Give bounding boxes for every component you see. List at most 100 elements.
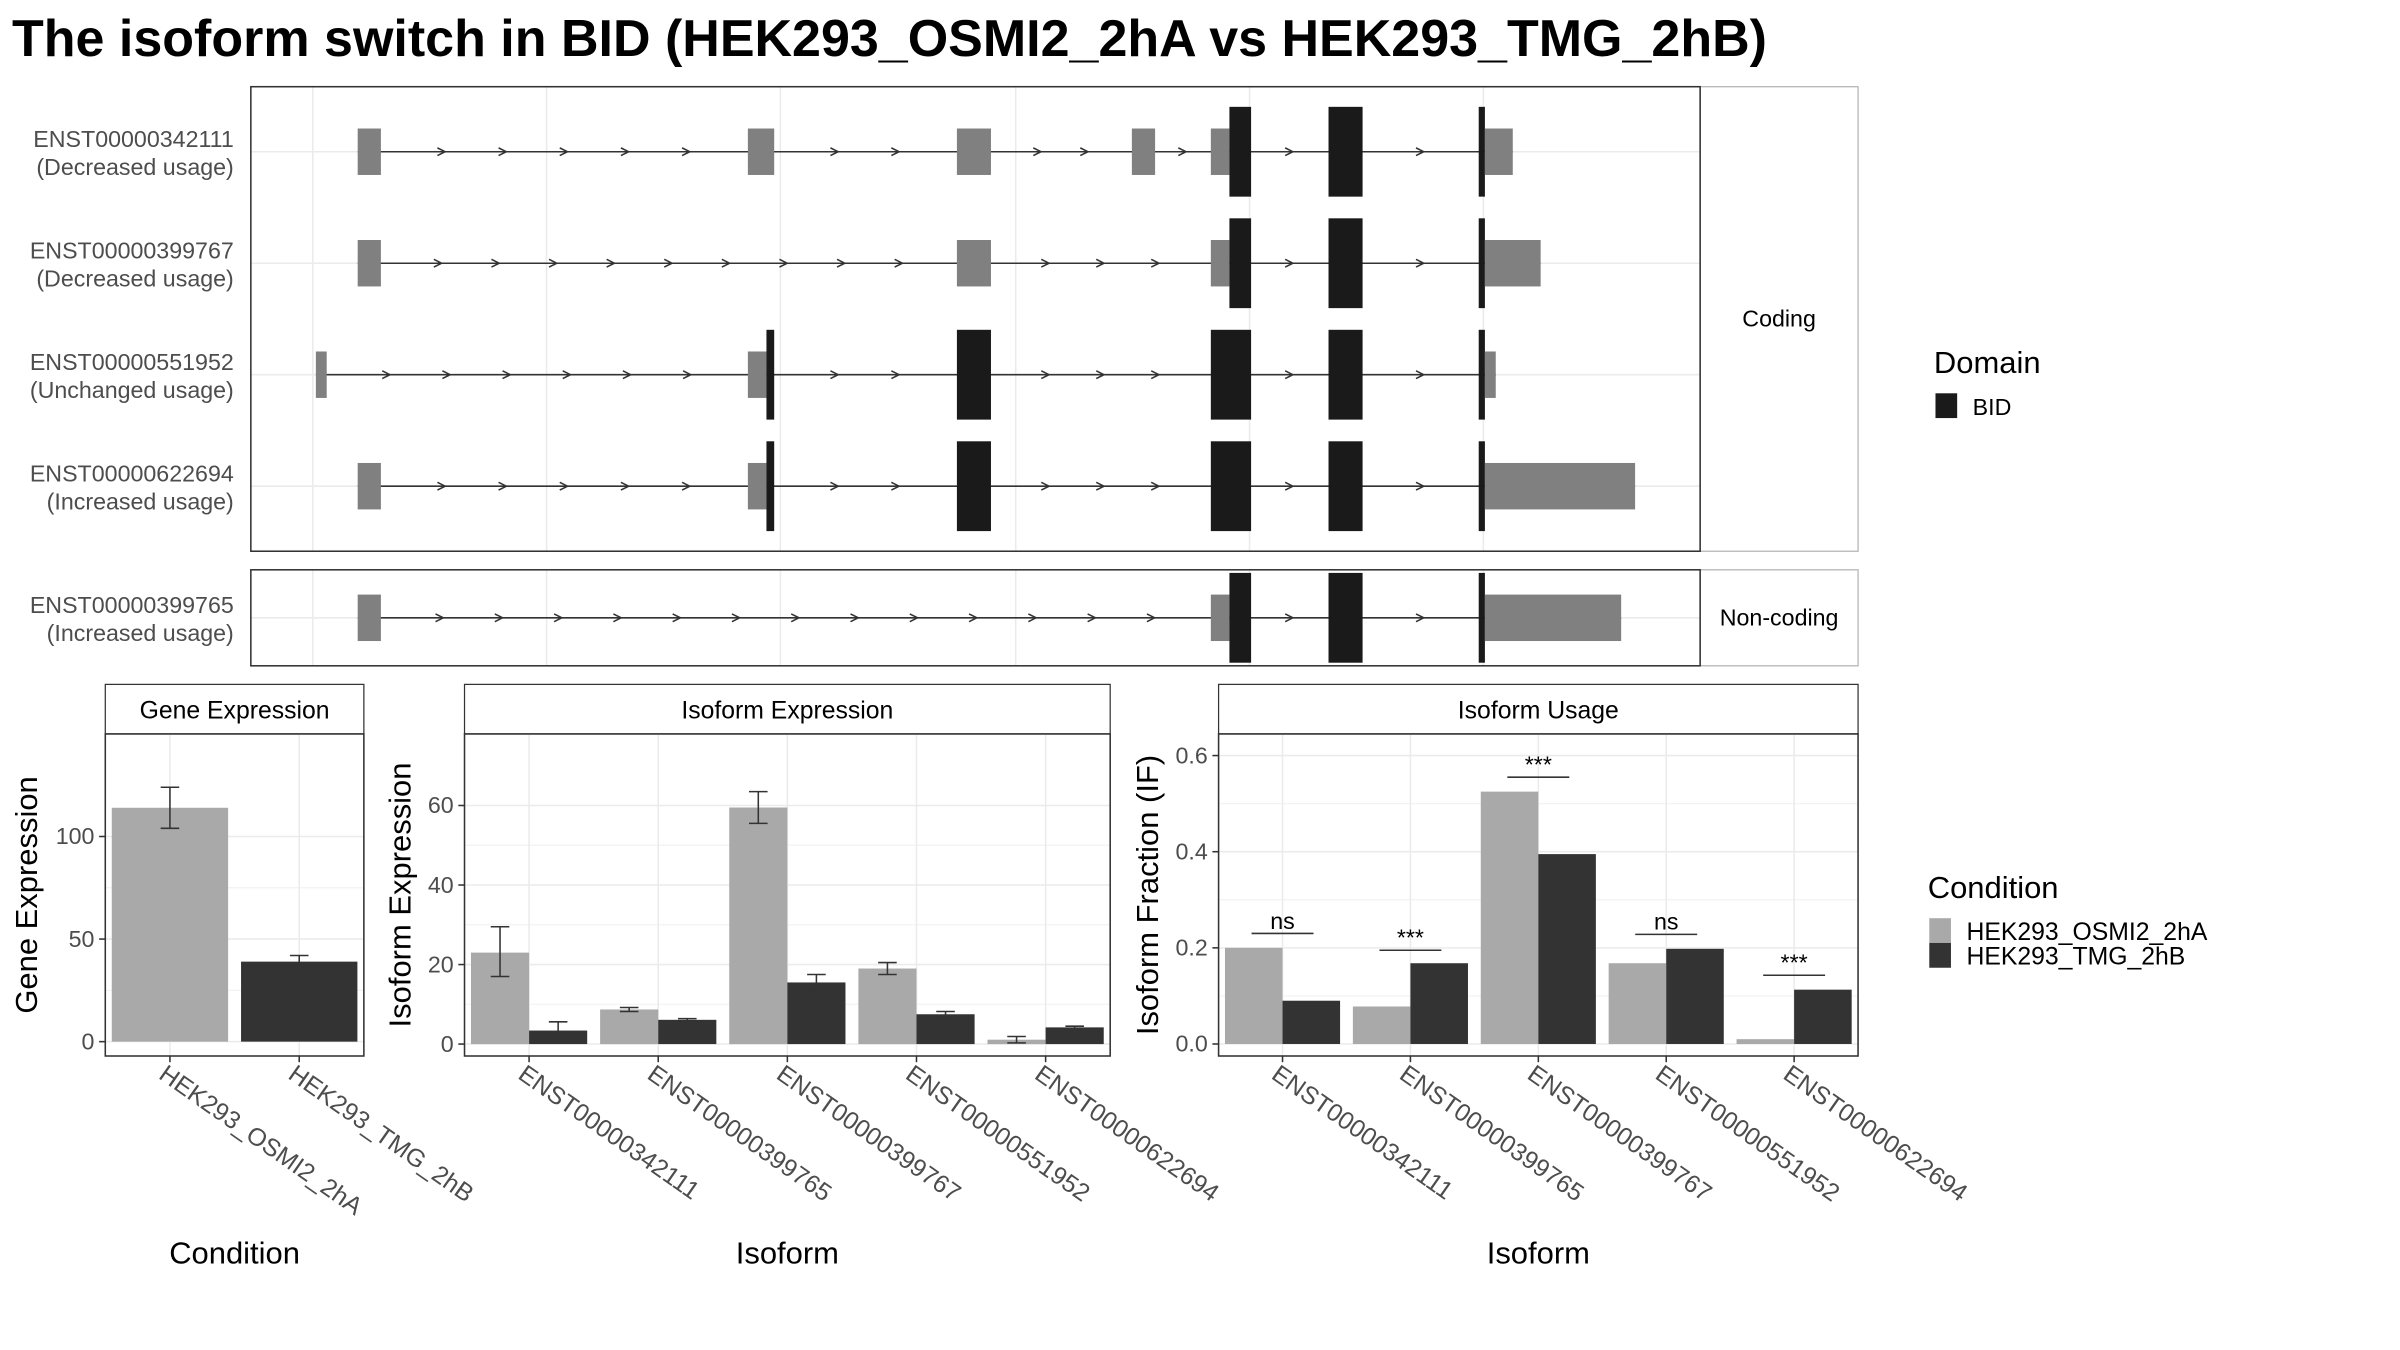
transcript-structure-plot: CodingNon-codingENST00000342111(Decrease… [30, 85, 1859, 667]
facet-strip [1699, 569, 1859, 667]
significance-label: ns [1654, 909, 1679, 935]
exon-domain [1328, 218, 1363, 309]
facet-label: Coding [1742, 306, 1816, 332]
intron-arrow [830, 370, 840, 380]
y-tick-label: 0.0 [1175, 1031, 1207, 1057]
exon-utr [1484, 240, 1541, 287]
intron-arrow [681, 481, 692, 491]
intron-arrow [1284, 258, 1295, 268]
bar [1794, 989, 1852, 1044]
structure-group: CodingNon-codingENST00000342111(Decrease… [30, 85, 1859, 667]
intron-arrow [498, 147, 509, 157]
intron-arrow [1415, 613, 1426, 623]
bar [1410, 963, 1468, 1044]
transcript-usage-label: (Decreased usage) [36, 154, 233, 180]
condition-legend-label: HEK293_TMG_2hB [1966, 944, 2185, 971]
intron-arrow [1284, 147, 1295, 157]
intron-arrow [559, 481, 570, 491]
exon-domain [956, 441, 991, 532]
intron-arrow [968, 613, 979, 623]
condition-legend-label: HEK293_OSMI2_2hA [1966, 919, 2207, 946]
bar [111, 807, 229, 1042]
intron-arrow [682, 370, 693, 380]
intron-arrow [620, 481, 631, 491]
exon-domain [1328, 572, 1363, 663]
exon-utr [315, 351, 327, 398]
exon-utr [357, 128, 381, 175]
intron-arrow [1284, 481, 1295, 491]
bar [241, 961, 358, 1042]
legends: Domain BID Condition HEK293_OSMI2_2hAHEK293… [1928, 345, 2208, 970]
intron-arrow [1040, 258, 1051, 268]
expression-charts: Gene Expression050100HEK293_OSMI2_2hAHEK… [9, 683, 1972, 1270]
intron-arrow [494, 613, 505, 623]
bar [1736, 1039, 1795, 1044]
intron-arrow [850, 613, 860, 623]
x-axis-title: Condition [169, 1235, 300, 1270]
transcript-id-label: ENST00000399767 [30, 238, 234, 264]
intron-arrow [1079, 147, 1090, 157]
condition-legend-title: Condition [1928, 870, 2059, 905]
intron-arrow [790, 613, 801, 623]
transcript-usage-label: (Increased usage) [47, 620, 234, 646]
intron-arrow [1095, 481, 1106, 491]
panel-strip [463, 683, 1111, 735]
exon-domain [1478, 572, 1485, 663]
intron-arrow [681, 147, 692, 157]
exon-utr [747, 351, 767, 398]
bar [1480, 791, 1539, 1044]
bar [1608, 963, 1667, 1044]
structure-panel-border [250, 85, 1701, 552]
exon-domain [1328, 329, 1363, 420]
exon-domain [1328, 441, 1363, 532]
bar [916, 1014, 975, 1045]
transcript-usage-label: (Decreased usage) [36, 265, 233, 291]
significance-label: *** [1397, 925, 1424, 951]
intron-arrow [1177, 147, 1188, 157]
panel-strip-title: Gene Expression [140, 697, 330, 724]
intron-arrow [891, 147, 901, 157]
intron-arrow [1040, 370, 1051, 380]
exon-utr [1131, 128, 1156, 175]
intron-arrow [830, 147, 840, 157]
exon-utr [747, 128, 775, 175]
y-tick-label: 50 [69, 926, 95, 952]
exon-utr [956, 128, 991, 175]
domain-legend-key [1935, 393, 1958, 419]
bar [1352, 1006, 1411, 1044]
y-axis-title: Gene Expression [9, 776, 44, 1013]
exon-domain [766, 329, 775, 420]
domain-legend-title: Domain [1934, 345, 2041, 380]
condition-legend-key [1929, 942, 1951, 968]
intron-arrow [1150, 258, 1161, 268]
bar [600, 1009, 659, 1045]
bar [1666, 948, 1724, 1044]
exon-utr [1484, 594, 1622, 642]
intron-arrow [1415, 370, 1426, 380]
intron-arrow [491, 258, 501, 268]
exon-utr [747, 462, 767, 510]
intron-arrow [1087, 613, 1098, 623]
intron-arrow [731, 613, 742, 623]
facet-label: Non-coding [1720, 605, 1839, 631]
intron-arrow [672, 613, 683, 623]
significance-label: *** [1781, 950, 1808, 976]
y-tick-label: 0.2 [1175, 935, 1207, 961]
intron-arrow [437, 147, 447, 157]
exon-utr [357, 240, 381, 287]
bar [1538, 854, 1596, 1044]
transcript-id-label: ENST00000342111 [33, 126, 234, 152]
intron-arrow [613, 613, 623, 623]
intron-arrow [606, 258, 617, 268]
y-tick-label: 0 [82, 1028, 95, 1054]
transcript-usage-label: (Increased usage) [47, 488, 234, 514]
transcript-id-label: ENST00000622694 [30, 461, 234, 487]
exon-domain [1229, 106, 1252, 197]
exon-utr [357, 594, 381, 642]
intron-arrow [442, 370, 452, 380]
intron-arrow [909, 613, 920, 623]
intron-arrow [1032, 147, 1043, 157]
charts-group: Gene Expression050100HEK293_OSMI2_2hAHEK… [9, 683, 1972, 1270]
intron-arrow [836, 258, 847, 268]
intron-arrow [562, 370, 573, 380]
